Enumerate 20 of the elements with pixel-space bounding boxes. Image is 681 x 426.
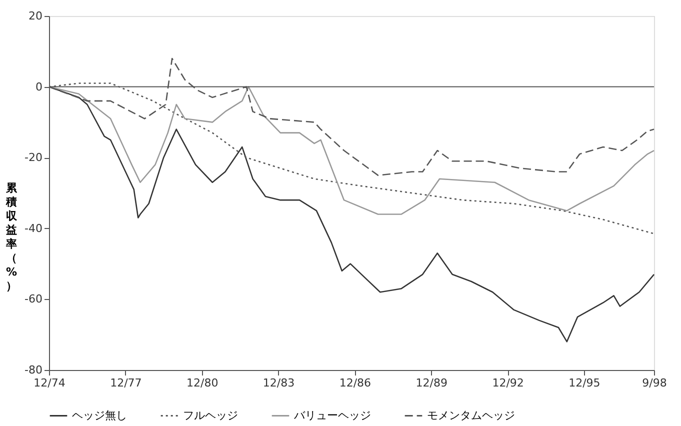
y-tick-label: 0 bbox=[36, 80, 42, 94]
y-tick-label: -40 bbox=[24, 222, 42, 235]
legend-label: モメンタムヘッジ bbox=[427, 408, 515, 422]
x-tick-label: 12/95 bbox=[568, 376, 600, 390]
x-tick-label: 12/92 bbox=[492, 376, 524, 390]
x-tick-label: 9/98 bbox=[642, 376, 667, 390]
y-tick-label: -80 bbox=[24, 364, 42, 376]
y-axis-title: 累積収益率（%） bbox=[5, 182, 18, 292]
legend-label: フルヘッジ bbox=[183, 408, 238, 422]
x-tick-label: 12/89 bbox=[416, 376, 448, 390]
x-tick-label: 12/83 bbox=[262, 376, 295, 390]
y-tick-label: -20 bbox=[24, 151, 42, 164]
x-tick-label: 12/80 bbox=[186, 376, 218, 390]
legend-label: バリューヘッジ bbox=[293, 408, 371, 422]
y-tick-label: -60 bbox=[24, 292, 42, 306]
legend-label: ヘッジ無し bbox=[72, 408, 127, 422]
x-tick-label: 12/74 bbox=[34, 376, 66, 390]
y-tick-label: 20 bbox=[28, 10, 42, 22]
x-tick-label: 12/86 bbox=[339, 376, 372, 390]
x-tick-label: 12/77 bbox=[110, 376, 142, 390]
